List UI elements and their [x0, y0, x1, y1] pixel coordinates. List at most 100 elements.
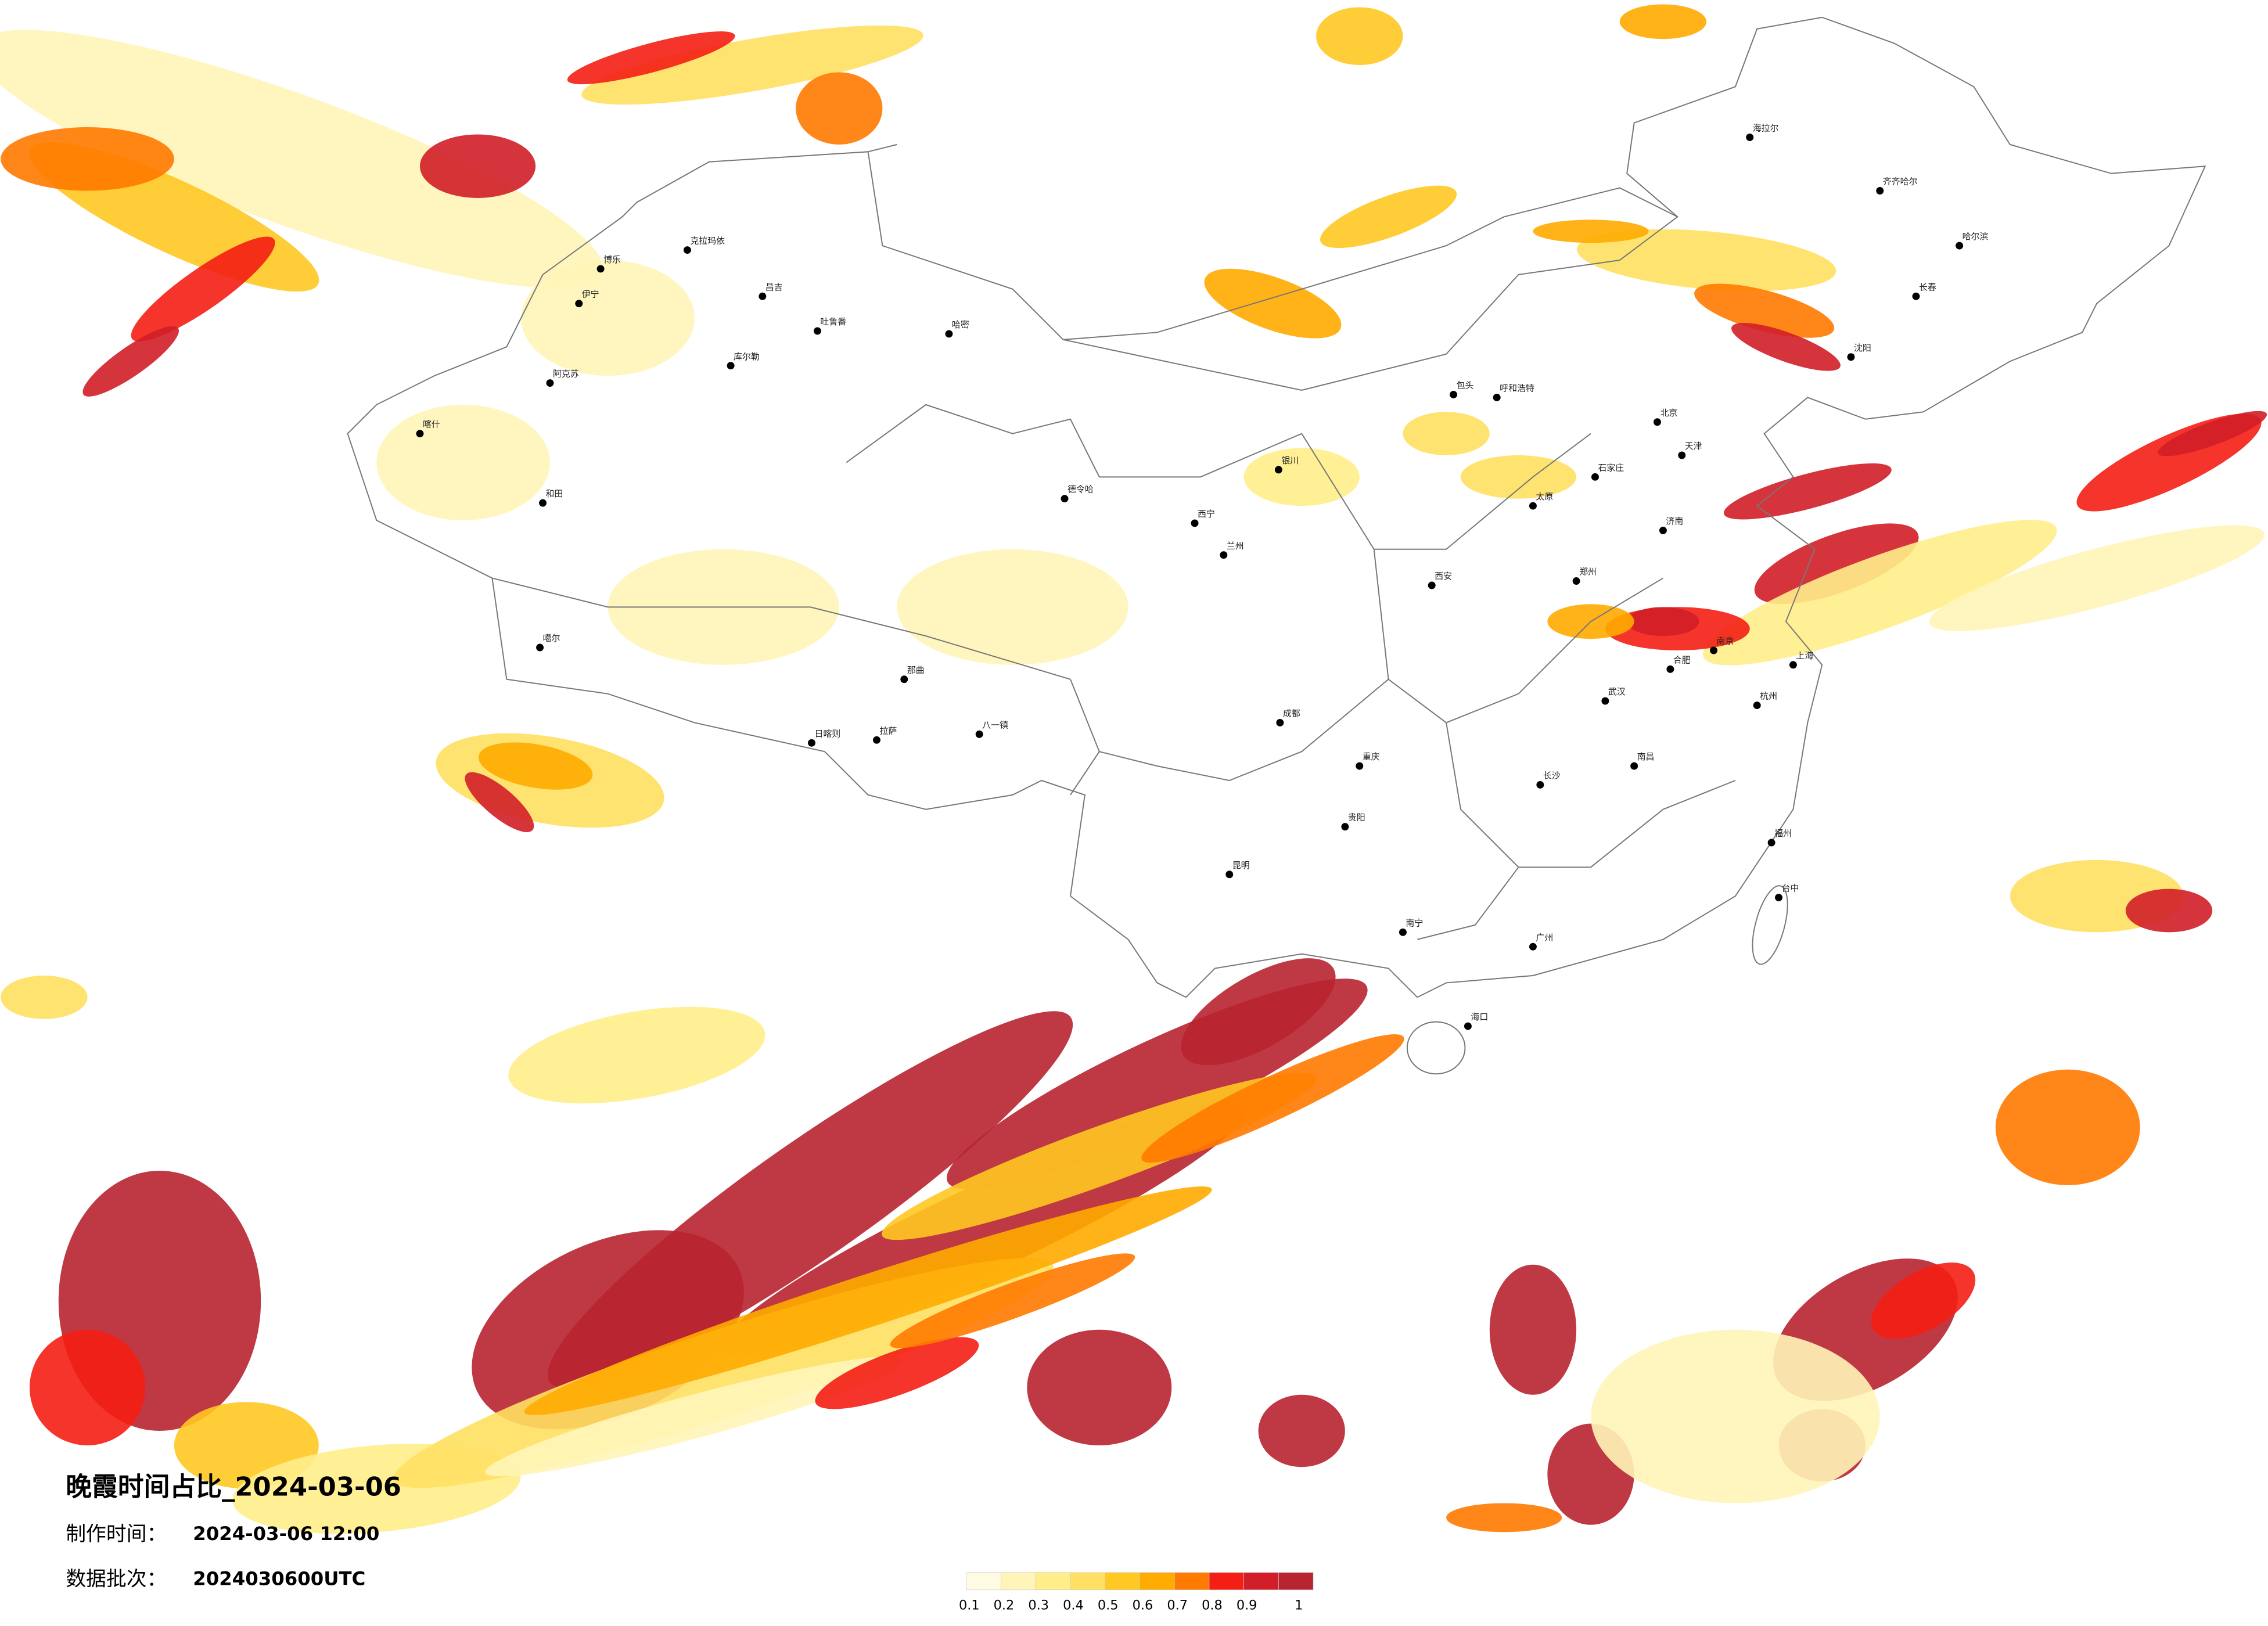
city-dot — [1710, 646, 1718, 654]
city-label: 包头 — [1457, 380, 1474, 391]
city-label: 八一镇 — [982, 720, 1008, 730]
heat-patch — [1723, 463, 1892, 520]
city-label: 上海 — [1796, 650, 1813, 661]
city-dot — [1775, 894, 1783, 902]
city-dot — [808, 739, 815, 747]
city-label: 武汉 — [1608, 686, 1626, 697]
city-label: 杭州 — [1760, 691, 1777, 702]
heat-patch — [1489, 1264, 1577, 1395]
heat-patch — [1, 127, 174, 191]
heat-patch — [1533, 220, 1649, 243]
colorbar-tick-label: 1 — [1295, 1598, 1303, 1613]
heat-patch — [1694, 283, 1835, 338]
heat-patch — [29, 1329, 146, 1445]
colorbar-cell — [1174, 1572, 1210, 1591]
city-dot — [1464, 1022, 1472, 1030]
heat-patch — [82, 326, 179, 397]
city-label: 南宁 — [1406, 918, 1423, 928]
city-label: 广州 — [1536, 932, 1553, 942]
city-label: 海口 — [1471, 1012, 1488, 1022]
city-label: 太原 — [1536, 491, 1553, 502]
batch-label: 数据批次： — [66, 1567, 167, 1591]
city-dot — [1847, 353, 1855, 361]
heat-patch — [376, 404, 550, 520]
heat-patch — [1929, 525, 2265, 631]
city-dot — [1601, 697, 1609, 705]
city-label: 贵阳 — [1348, 812, 1365, 823]
city-label: 海拉尔 — [1753, 123, 1779, 134]
heat-patch — [1320, 185, 1457, 249]
city-label: 兰州 — [1227, 541, 1244, 551]
city-dot — [1341, 823, 1349, 831]
city-label: 齐齐哈尔 — [1883, 177, 1918, 187]
city-dot — [575, 300, 583, 308]
city-dot — [727, 362, 735, 370]
city-dot — [1274, 466, 1282, 474]
city-label: 沈阳 — [1854, 343, 1871, 353]
colorbar-tick-label: 0.3 — [1028, 1598, 1049, 1613]
city-label: 南京 — [1717, 636, 1734, 646]
heat-patch — [1, 976, 88, 1019]
city-label: 合肥 — [1673, 654, 1691, 665]
city-dot — [1356, 762, 1364, 770]
produced-time: 2024-03-06 12:00 — [193, 1523, 379, 1545]
heat-patch — [1243, 448, 1360, 506]
city-label: 郑州 — [1579, 567, 1597, 577]
heat-patch — [1446, 1503, 1562, 1533]
heat-patch — [485, 1356, 904, 1477]
city-label: 济南 — [1666, 516, 1683, 526]
colorbar-tick-label: 0.5 — [1098, 1598, 1119, 1613]
city-label: 克拉玛依 — [690, 236, 725, 246]
city-label: 拉萨 — [879, 725, 897, 736]
heat-patch — [897, 549, 1128, 665]
heat-patch — [1141, 1034, 1404, 1163]
city-label: 重庆 — [1363, 751, 1380, 762]
heat-patch — [1403, 412, 1490, 455]
heat-patch — [131, 236, 275, 342]
city-dot — [1220, 551, 1228, 559]
colorbar-cell — [1070, 1572, 1106, 1591]
colorbar-cell — [1209, 1572, 1245, 1591]
colorbar-tick-label: 0.8 — [1202, 1598, 1223, 1613]
colorbar-cell — [1035, 1572, 1071, 1591]
city-label: 哈尔滨 — [1963, 231, 1989, 242]
city-dot — [1876, 187, 1884, 195]
colorbar-tick-label: 0.4 — [1063, 1598, 1084, 1613]
colorbar-cell — [1278, 1572, 1314, 1591]
city-dot — [945, 330, 953, 338]
city-label: 长沙 — [1543, 771, 1561, 781]
heat-patch — [1754, 523, 1919, 604]
taiwan-outline — [1752, 885, 1788, 965]
heat-patch — [521, 260, 695, 376]
neighbor-border — [492, 143, 1736, 940]
city-dot — [1276, 718, 1284, 726]
heat-patch — [1204, 268, 1342, 339]
city-dot — [975, 730, 983, 738]
city-dot — [1746, 133, 1754, 141]
heat-patch — [567, 31, 735, 85]
heat-patch — [1627, 607, 1699, 636]
city-label: 银川 — [1281, 455, 1299, 466]
heat-patch — [2158, 411, 2267, 456]
heat-patch — [1731, 323, 1841, 371]
city-label: 伊宁 — [582, 289, 599, 300]
city-label: 噶尔 — [543, 633, 560, 643]
city-dot — [1912, 292, 1920, 300]
city-dot — [1659, 526, 1667, 534]
city-dot — [1493, 393, 1501, 401]
colorbar: 0.1 0.2 0.3 0.4 0.5 0.6 0.7 0.8 0.9 1 — [959, 1572, 1314, 1613]
city-label: 哈密 — [952, 319, 969, 330]
city-dot — [416, 430, 424, 438]
city-dot — [1399, 928, 1407, 936]
city-dot — [1450, 390, 1458, 398]
colorbar-tick-label: 0.6 — [1133, 1598, 1153, 1613]
city-label: 那曲 — [907, 665, 925, 675]
city-dot — [596, 265, 605, 273]
city-dot — [1428, 581, 1436, 589]
colorbar-cell — [1105, 1572, 1140, 1591]
city-dot — [536, 643, 544, 652]
city-label: 日喀则 — [814, 728, 840, 739]
heat-patch — [1871, 1262, 1976, 1339]
